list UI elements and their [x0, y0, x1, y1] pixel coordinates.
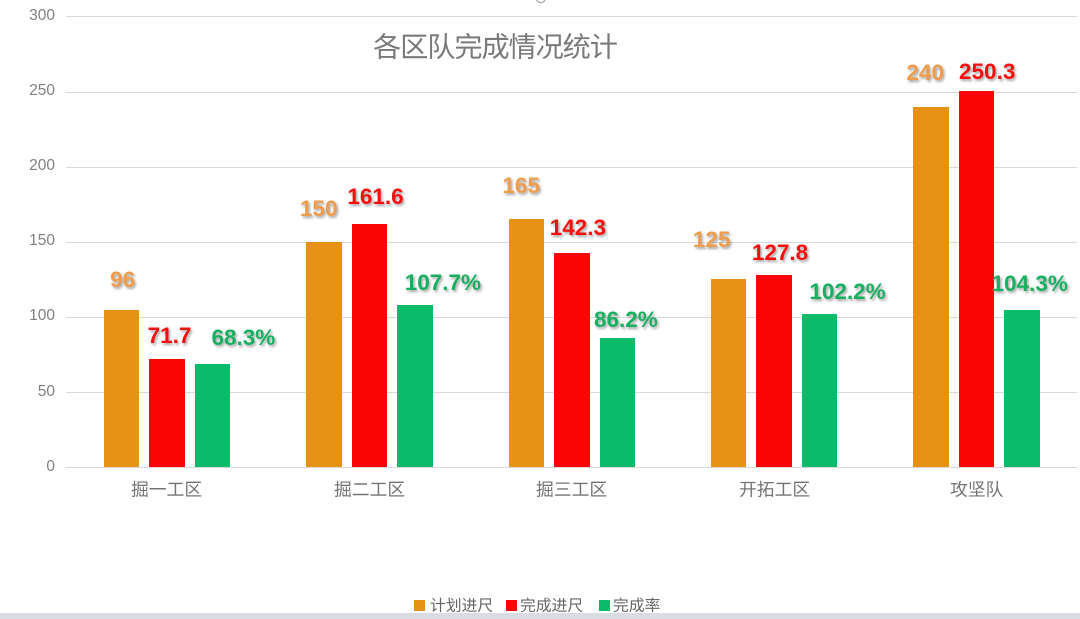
bar-s1-c1[interactable]	[103, 310, 140, 467]
bar-s1-c2[interactable]	[306, 241, 342, 467]
chart-title	[373, 32, 618, 60]
legend-swatch-2[interactable]	[506, 599, 517, 611]
category-label-1	[131, 480, 202, 498]
y-tick-label-250: 250	[29, 82, 55, 100]
bar-s3-c2[interactable]	[397, 305, 433, 467]
bar-s1-c5[interactable]	[913, 106, 949, 467]
bar-s2-c1[interactable]	[149, 359, 185, 467]
gridline-0	[66, 467, 1077, 468]
legend-label-2[interactable]	[520, 597, 583, 613]
category-label-5	[950, 480, 1003, 498]
legend-label-3[interactable]	[613, 597, 660, 613]
legend-swatch-3[interactable]	[598, 599, 610, 611]
legend-swatch-1[interactable]	[414, 599, 426, 611]
gridline-150	[66, 241, 1077, 243]
selection-handle-top-center[interactable]	[534, 0, 548, 8]
data-label-s2-c2: 161.6	[347, 183, 404, 209]
bar-s3-c1[interactable]	[194, 364, 231, 467]
y-tick-label-150: 150	[29, 232, 55, 250]
bar-s3-c5[interactable]	[1004, 310, 1040, 467]
bar-s2-c2[interactable]	[351, 224, 388, 467]
data-label-s1-c4: 125	[692, 226, 731, 252]
data-label-s3-c4: 102.2%	[809, 278, 886, 304]
data-label-s1-c1: 96	[110, 267, 136, 293]
data-label-s2-c4: 127.8	[751, 239, 809, 265]
bar-s1-c3[interactable]	[508, 219, 545, 467]
bar-s1-c4[interactable]	[710, 279, 747, 467]
data-label-s3-c3: 86.2%	[593, 307, 658, 333]
bar-s3-c3[interactable]	[599, 337, 636, 467]
category-label-4	[739, 480, 810, 498]
gridline-250	[66, 91, 1077, 93]
data-label-s1-c5: 240	[906, 60, 944, 86]
data-label-s1-c3: 165	[502, 173, 540, 199]
bar-s2-c5[interactable]	[958, 91, 995, 467]
legend-label-1[interactable]	[430, 597, 493, 613]
data-label-s2-c5: 250.3	[959, 58, 1016, 84]
window-edge-strip	[0, 613, 1080, 619]
bar-s2-c4[interactable]	[756, 275, 792, 467]
data-label-s2-c1: 71.7	[147, 323, 192, 349]
category-label-2	[334, 480, 405, 498]
category-label-3	[536, 480, 607, 498]
selection-handle-top-left[interactable]	[0, 0, 9, 8]
bar-s2-c3[interactable]	[554, 253, 590, 467]
y-tick-label-50: 50	[37, 382, 55, 400]
y-tick-label-300: 300	[29, 7, 55, 25]
data-label-s3-c2: 107.7%	[404, 270, 482, 296]
bar-s3-c4[interactable]	[801, 313, 838, 467]
data-label-s3-c1: 68.3%	[211, 325, 276, 351]
data-label-s1-c2: 150	[299, 196, 338, 222]
y-tick-label-0: 0	[46, 457, 55, 475]
gridline-300	[66, 16, 1077, 18]
y-tick-label-100: 100	[29, 307, 55, 325]
gridline-200	[66, 166, 1077, 168]
data-label-s2-c3: 142.3	[549, 215, 607, 241]
data-label-s3-c5: 104.3%	[991, 271, 1068, 297]
y-tick-label-200: 200	[29, 157, 55, 175]
